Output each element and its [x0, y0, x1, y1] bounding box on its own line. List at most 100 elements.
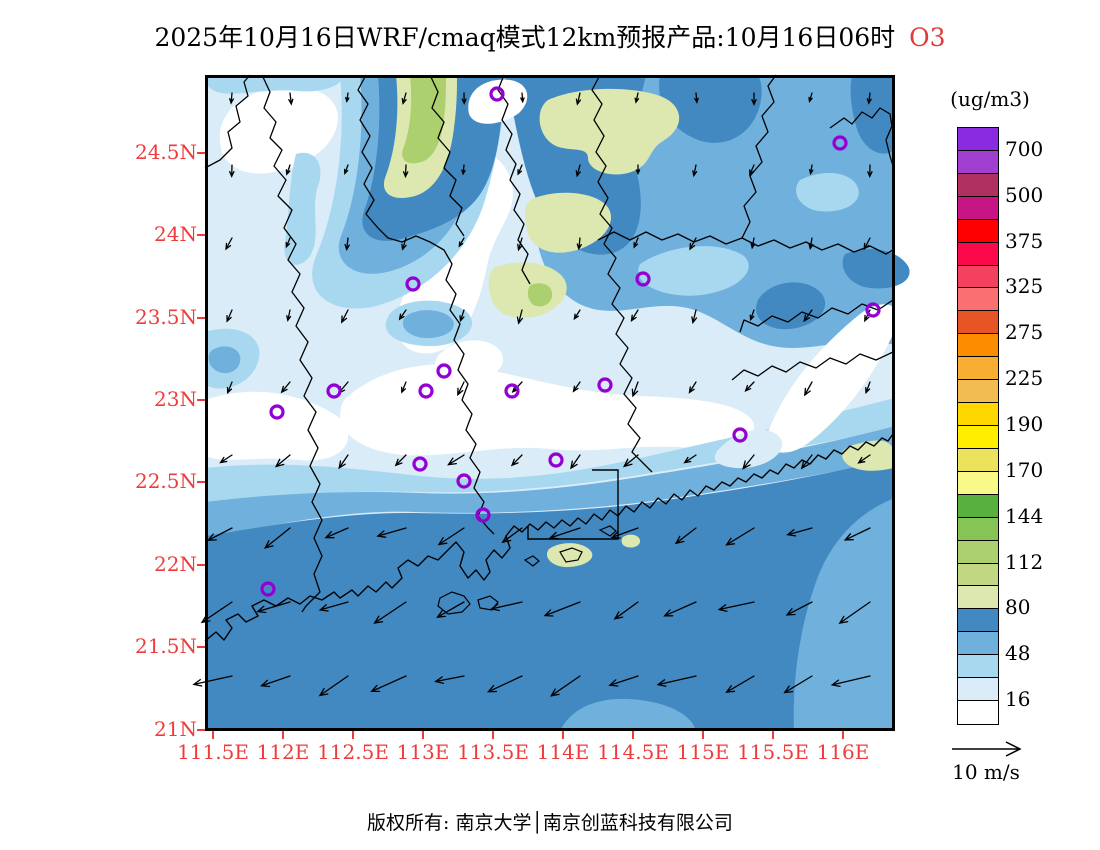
- province-border-line: [739, 299, 894, 333]
- wind-arrow-icon: [575, 92, 582, 106]
- colorbar-tick-label: 80: [1005, 595, 1031, 620]
- wind-arrow-icon: [631, 381, 639, 398]
- fill-pale2-topleft: [205, 75, 345, 94]
- wind-arrow-icon: [749, 309, 755, 322]
- wind-arrow-icon: [683, 454, 697, 464]
- wind-arrow-icon: [867, 164, 873, 178]
- wind-arrow-icon: [691, 309, 698, 325]
- colorbar-cell: [958, 265, 998, 289]
- fill-pale-pocket-se: [714, 429, 783, 469]
- wind-arrow-icon: [865, 381, 871, 395]
- province-border-line: [261, 74, 323, 613]
- province-border-line: [497, 74, 531, 285]
- colorbar-cell: [958, 609, 998, 633]
- colorbar-cell: [958, 448, 998, 472]
- fill-khaki-ne-3: [488, 262, 567, 319]
- station-marker-circle: [732, 427, 748, 443]
- fill-ne-pale-streak2: [796, 173, 859, 212]
- wind-arrow-icon: [318, 601, 349, 612]
- x-axis-label: 116E: [816, 740, 870, 764]
- wind-arrow-icon: [461, 164, 466, 176]
- wind-arrow-icon: [866, 92, 872, 105]
- fill-sea: [205, 458, 895, 731]
- colorbar-cell: [958, 196, 998, 220]
- x-axis-label: 114.5E: [597, 740, 669, 764]
- colorbar-tick-label: 500: [1005, 182, 1044, 207]
- colorbar-cell: [958, 586, 998, 610]
- colorbar-tick-label: 16: [1005, 687, 1031, 712]
- wind-arrow-icon: [345, 92, 350, 103]
- wind-arrow-icon: [288, 92, 294, 106]
- wind-arrow-icon: [225, 237, 233, 251]
- station-marker-circle: [456, 473, 472, 489]
- colorbar-cell: [958, 701, 998, 724]
- station-marker-circle: [475, 507, 491, 523]
- colorbar-cell: [958, 128, 998, 151]
- wind-arrow-icon: [635, 164, 641, 176]
- wind-arrow-icon: [437, 527, 465, 546]
- fill-white-topleft: [219, 86, 338, 174]
- wind-arrow-icon: [843, 527, 871, 541]
- wind-arrow-icon: [750, 237, 756, 250]
- wind-arrow-icon: [656, 675, 697, 687]
- wind-arrow-icon: [570, 454, 581, 470]
- fill-ne-dark-right: [850, 75, 895, 154]
- wind-arrow-icon: [338, 454, 349, 470]
- wind-arrow-icon: [285, 164, 291, 176]
- colorbar-cell: [958, 357, 998, 381]
- wind-arrow-icon: [340, 309, 349, 324]
- wind-arrow-icon: [634, 92, 640, 104]
- wind-arrow-icon: [226, 309, 233, 323]
- wind-arrow-icon: [785, 601, 813, 616]
- station-marker-circle: [832, 135, 848, 151]
- fill-pale3-midcore: [402, 310, 454, 339]
- y-axis-label: 21.5N: [134, 634, 197, 658]
- colorbar-tick-label: 48: [1005, 641, 1031, 666]
- wind-arrow-icon: [436, 601, 465, 618]
- colorbar-cell: [958, 311, 998, 335]
- wind-arrow-icon: [370, 675, 407, 693]
- wind-arrow-icon: [630, 309, 639, 322]
- wind-arrow-icon: [263, 527, 291, 549]
- y-axis-label: 24.5N: [134, 140, 197, 164]
- colorbar-cell: [958, 242, 998, 266]
- colorbar-cell: [958, 334, 998, 358]
- wind-arrow-icon: [575, 164, 581, 178]
- fill-ne-dark-top: [659, 75, 762, 143]
- station-marker-circle: [504, 383, 520, 399]
- wind-arrow-icon: [286, 309, 292, 322]
- station-marker-circle: [405, 276, 421, 292]
- y-axis-label: 23.5N: [134, 305, 197, 329]
- wind-arrow-icon: [344, 237, 350, 251]
- fill-white-center-band: [340, 364, 755, 456]
- wind-arrow-icon: [274, 454, 291, 468]
- wind-arrow-icon: [401, 237, 407, 251]
- province-border-line: [731, 351, 894, 381]
- wind-arrow-icon: [786, 527, 813, 537]
- wind-arrow-icon: [689, 237, 697, 251]
- wind-arrow-icon: [576, 237, 582, 251]
- colorbar-tick-label: 325: [1005, 274, 1044, 299]
- wind-arrow-icon: [402, 164, 409, 179]
- wind-arrow-icon: [608, 675, 639, 687]
- province-border-line: [829, 107, 894, 167]
- wind-arrow-icon: [548, 527, 581, 540]
- wind-arrow-icon: [863, 237, 871, 251]
- fill-khaki-islet: [621, 534, 641, 548]
- province-border-line: [357, 74, 495, 535]
- wind-arrow-icon: [259, 675, 291, 688]
- wind-arrow-icon: [804, 381, 813, 397]
- colorbar-tick-label: 225: [1005, 366, 1044, 391]
- pollutant-label: O3: [909, 23, 946, 52]
- colorbar-cell: [958, 632, 998, 656]
- fill-sea-light-se: [793, 498, 895, 731]
- wind-arrow-icon: [717, 601, 755, 612]
- wind-arrow-icon: [725, 527, 755, 546]
- wind-arrow-icon: [206, 527, 233, 542]
- province-border-line: [429, 74, 465, 237]
- fill-sea-light-tongue: [560, 698, 696, 731]
- colorbar-cell: [958, 403, 998, 426]
- wind-arrow-icon: [376, 527, 407, 538]
- colorbar-tick-label: 190: [1005, 412, 1044, 436]
